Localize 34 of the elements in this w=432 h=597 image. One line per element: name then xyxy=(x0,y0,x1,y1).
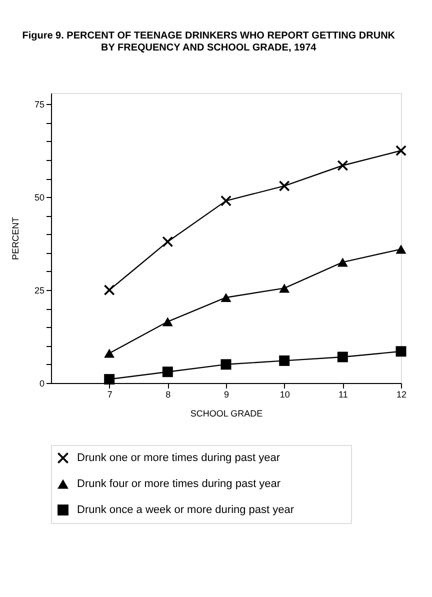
x-tick-label: 11 xyxy=(338,390,348,400)
x-tick-label: 8 xyxy=(166,390,171,400)
point xyxy=(104,284,115,296)
point xyxy=(220,196,232,206)
y-tick-label: 0 xyxy=(39,378,44,388)
chart-title: Figure 9. PERCENT OF TEENAGE DRINKERS WHO REPORT GETTING DRUNK BY FREQUENCY AND SCHOOL GRADE, 1974 xyxy=(22,30,396,54)
legend-label: Drunk four or more times during past year xyxy=(77,478,281,490)
x-tick-label: 7 xyxy=(107,390,112,400)
y-tick-label: 50 xyxy=(34,192,44,203)
point xyxy=(162,317,173,326)
x-tick-label: 9 xyxy=(224,390,230,400)
point xyxy=(104,374,115,385)
x-tick-label: 12 xyxy=(396,390,407,400)
point xyxy=(337,160,348,171)
legend-label: Drunk one or more times during past year xyxy=(77,452,280,464)
point xyxy=(337,258,348,267)
point xyxy=(396,244,406,254)
point xyxy=(220,292,232,302)
y-tick-label: 25 xyxy=(34,286,44,296)
point xyxy=(279,355,290,366)
point xyxy=(104,348,115,358)
y-axis-title: PERCENT xyxy=(10,216,20,260)
point xyxy=(220,359,232,370)
point xyxy=(162,366,173,378)
x-axis-title: SCHOOL GRADE xyxy=(190,408,263,418)
x-tick-label: 10 xyxy=(280,390,290,400)
point xyxy=(396,145,406,156)
point xyxy=(279,284,290,293)
point xyxy=(162,236,173,247)
legend-label: Drunk once a week or more during past year xyxy=(77,504,294,516)
point xyxy=(396,346,406,357)
point xyxy=(337,352,348,362)
y-tick-label: 75 xyxy=(34,100,44,110)
point xyxy=(279,180,290,192)
